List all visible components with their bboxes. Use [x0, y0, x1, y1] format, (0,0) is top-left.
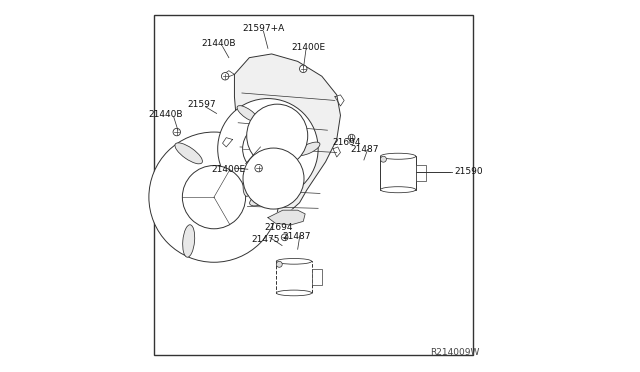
Ellipse shape — [182, 225, 195, 257]
Circle shape — [149, 132, 279, 262]
Text: 21597+A: 21597+A — [243, 24, 285, 33]
Circle shape — [282, 234, 288, 241]
Ellipse shape — [175, 143, 202, 164]
Ellipse shape — [243, 171, 252, 196]
Circle shape — [243, 124, 293, 174]
Circle shape — [276, 262, 282, 267]
Circle shape — [173, 128, 180, 136]
Ellipse shape — [380, 187, 416, 193]
Text: 21400E: 21400E — [212, 165, 246, 174]
Ellipse shape — [246, 104, 308, 167]
Circle shape — [252, 133, 284, 165]
Bar — [312, 269, 321, 285]
Text: 21475: 21475 — [252, 235, 280, 244]
Bar — [276, 262, 312, 293]
Bar — [154, 15, 472, 355]
Ellipse shape — [276, 290, 312, 296]
Ellipse shape — [276, 259, 312, 264]
Circle shape — [218, 99, 318, 199]
Polygon shape — [268, 210, 305, 225]
Circle shape — [221, 73, 229, 80]
Circle shape — [348, 134, 355, 141]
Text: R214009W: R214009W — [431, 348, 480, 357]
Text: 21440B: 21440B — [202, 39, 236, 48]
Circle shape — [193, 177, 234, 218]
Text: 21400E: 21400E — [291, 43, 325, 52]
Text: 21440B: 21440B — [148, 110, 183, 119]
Text: 21694: 21694 — [333, 138, 361, 147]
Text: 21590: 21590 — [454, 167, 483, 176]
Ellipse shape — [243, 148, 304, 209]
Text: 21487: 21487 — [283, 232, 311, 241]
Text: 21694: 21694 — [264, 223, 292, 232]
Circle shape — [255, 164, 262, 172]
Circle shape — [300, 65, 307, 73]
Ellipse shape — [250, 189, 280, 206]
Bar — [380, 156, 416, 190]
Ellipse shape — [380, 153, 416, 159]
Bar — [416, 164, 426, 181]
Text: 21487: 21487 — [350, 145, 379, 154]
Text: 21597: 21597 — [188, 100, 216, 109]
Ellipse shape — [297, 142, 320, 155]
Circle shape — [380, 156, 387, 162]
Polygon shape — [232, 54, 340, 223]
Circle shape — [182, 166, 246, 229]
Ellipse shape — [237, 106, 259, 122]
